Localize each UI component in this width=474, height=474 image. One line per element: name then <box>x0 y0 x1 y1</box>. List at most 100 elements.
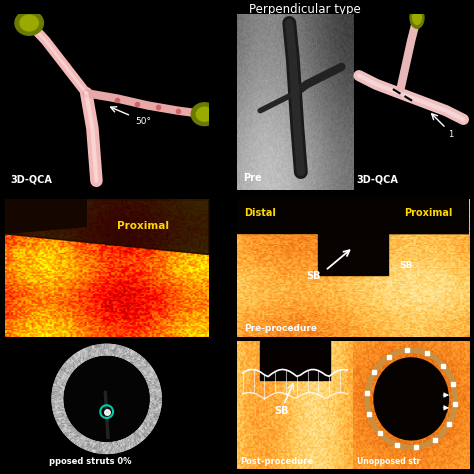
Point <box>131 355 138 362</box>
Point <box>118 442 126 449</box>
Point <box>54 397 61 405</box>
Point <box>56 374 64 381</box>
Point <box>56 387 64 395</box>
Point <box>127 441 135 448</box>
Point <box>123 443 130 450</box>
Point <box>143 431 150 439</box>
Point <box>82 346 90 353</box>
Point <box>70 434 77 442</box>
Point <box>81 437 88 444</box>
Point <box>50 388 57 396</box>
Point <box>80 433 87 441</box>
Point <box>131 441 139 448</box>
Text: SB: SB <box>307 271 321 281</box>
Point <box>69 362 77 370</box>
Circle shape <box>20 15 38 31</box>
Point <box>76 431 84 439</box>
Point <box>121 354 128 362</box>
Point <box>130 441 138 449</box>
Point <box>145 369 152 376</box>
Point <box>100 346 108 354</box>
Point <box>103 348 111 356</box>
Point <box>101 442 109 450</box>
Point <box>147 380 155 387</box>
Point <box>97 342 105 349</box>
Point <box>124 351 132 358</box>
Point <box>123 347 130 355</box>
Point <box>58 399 66 406</box>
Point <box>129 434 137 442</box>
Point <box>54 398 61 406</box>
Point <box>62 418 69 425</box>
Point <box>71 429 78 437</box>
Point <box>81 437 89 445</box>
Point <box>80 357 87 365</box>
Point <box>92 438 100 446</box>
Point <box>67 362 74 369</box>
Point <box>148 407 156 414</box>
Point <box>117 348 125 356</box>
Point <box>110 348 118 356</box>
Point <box>58 390 66 398</box>
Point <box>73 356 81 364</box>
Point <box>141 361 149 368</box>
Point <box>127 443 135 451</box>
Point <box>146 427 154 434</box>
Point <box>74 358 82 365</box>
Point <box>122 440 129 448</box>
Point <box>84 345 92 352</box>
Point <box>55 405 62 412</box>
Point <box>144 418 152 426</box>
Point <box>130 433 138 441</box>
Point <box>130 436 138 444</box>
Point <box>56 395 64 402</box>
Point <box>54 417 61 424</box>
Point <box>72 428 80 435</box>
Point <box>59 384 67 392</box>
Point <box>148 366 156 374</box>
Point <box>78 355 86 363</box>
Point <box>142 418 149 425</box>
Point <box>146 413 154 420</box>
Text: 50°: 50° <box>135 117 151 126</box>
Point <box>152 378 159 386</box>
Point <box>54 381 61 388</box>
Point <box>145 417 152 425</box>
Point <box>68 363 76 371</box>
Point <box>131 360 138 368</box>
Point <box>147 426 155 434</box>
Point <box>59 367 67 375</box>
Point <box>72 363 79 371</box>
Point <box>67 368 74 376</box>
Point <box>138 364 146 372</box>
Point <box>131 352 138 359</box>
Point <box>83 347 91 355</box>
Point <box>103 442 110 450</box>
Point <box>65 372 73 379</box>
Point <box>119 439 127 447</box>
Point <box>122 438 129 446</box>
Point <box>56 399 64 406</box>
Point <box>52 378 59 385</box>
Point <box>81 439 89 447</box>
Point <box>87 346 94 354</box>
Point <box>49 400 57 408</box>
Point <box>89 346 96 353</box>
Point <box>139 421 146 429</box>
Point <box>59 426 66 433</box>
Point <box>145 361 152 369</box>
Point <box>61 369 68 377</box>
Point <box>150 391 157 399</box>
Point <box>100 348 107 356</box>
Point <box>58 420 65 428</box>
Point <box>100 444 108 452</box>
Point <box>148 376 156 384</box>
Point <box>155 382 163 390</box>
Point <box>141 419 148 427</box>
Point <box>67 356 74 363</box>
Point <box>62 414 70 421</box>
Point <box>119 441 127 449</box>
Point <box>64 365 72 372</box>
Point <box>109 448 117 456</box>
Point <box>140 370 147 378</box>
